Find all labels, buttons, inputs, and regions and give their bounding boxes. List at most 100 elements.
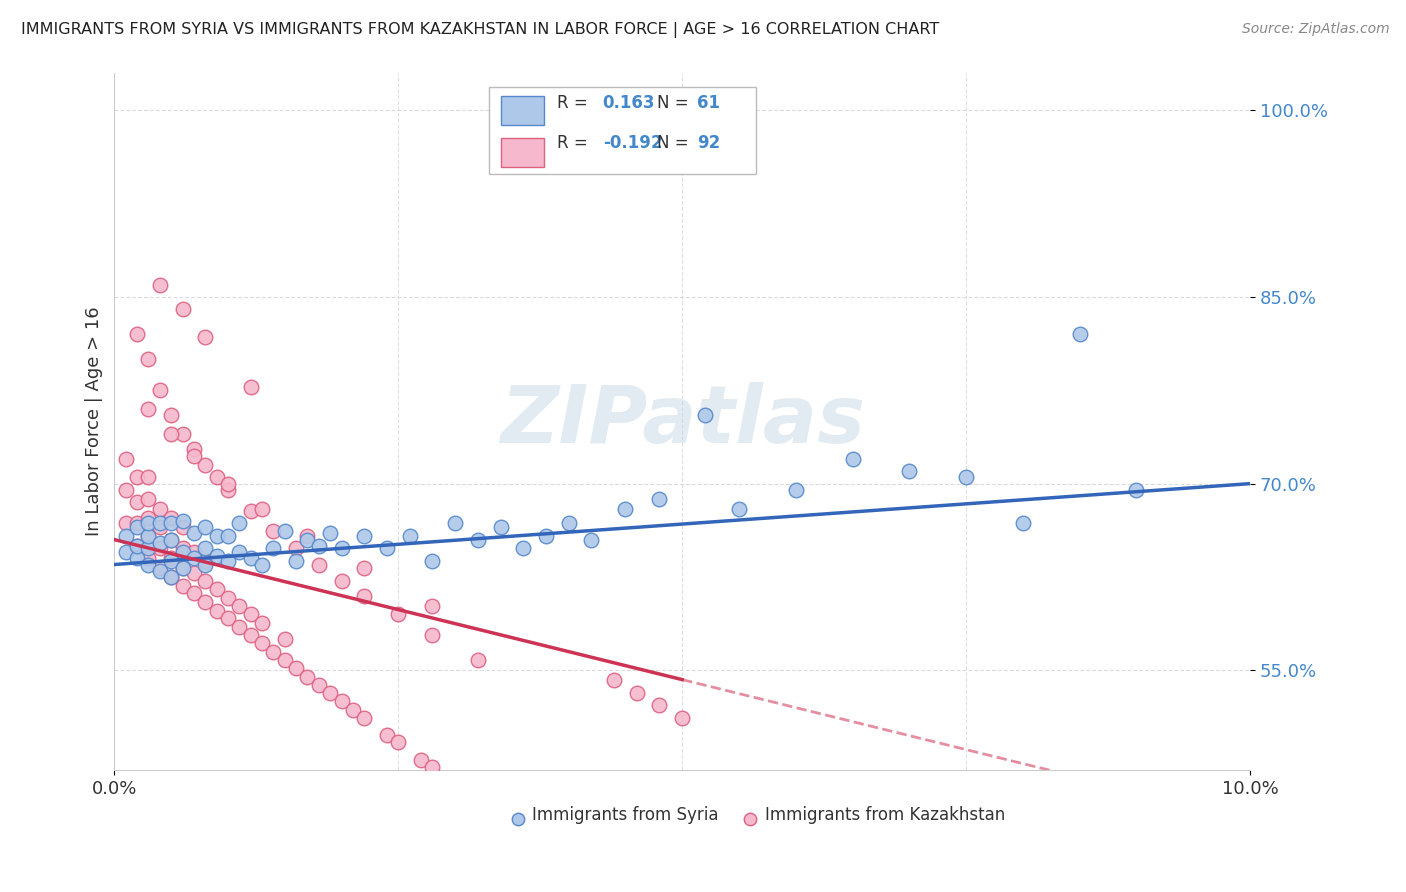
Text: ZIPatlas: ZIPatlas xyxy=(499,383,865,460)
Point xyxy=(353,529,375,543)
Point xyxy=(297,529,319,543)
Point xyxy=(250,501,273,516)
Point xyxy=(671,710,693,724)
Point xyxy=(262,541,284,556)
Point xyxy=(239,628,262,642)
Point xyxy=(127,495,149,509)
Point xyxy=(239,607,262,622)
Text: 92: 92 xyxy=(697,134,720,152)
Point xyxy=(183,566,205,581)
Point xyxy=(228,599,250,613)
Point xyxy=(217,483,239,497)
Point xyxy=(114,516,136,531)
Point xyxy=(138,352,160,367)
Point xyxy=(172,545,194,559)
Text: Source: ZipAtlas.com: Source: ZipAtlas.com xyxy=(1241,22,1389,37)
Point xyxy=(467,533,489,547)
Text: Immigrants from Syria: Immigrants from Syria xyxy=(533,806,718,824)
Point xyxy=(114,545,136,559)
Point xyxy=(398,529,420,543)
Point xyxy=(138,470,160,484)
Point xyxy=(127,516,149,531)
Point xyxy=(648,698,671,713)
Point xyxy=(422,554,444,568)
Bar xyxy=(501,137,544,167)
Point xyxy=(217,554,239,568)
Point xyxy=(172,579,194,593)
Point xyxy=(250,636,273,650)
Point xyxy=(217,591,239,606)
Point xyxy=(172,541,194,556)
Point xyxy=(183,449,205,463)
Point xyxy=(172,520,194,534)
Point xyxy=(183,586,205,600)
Point xyxy=(285,541,308,556)
Point xyxy=(183,551,205,566)
Point xyxy=(898,464,921,478)
Point xyxy=(239,504,262,518)
Point xyxy=(205,470,228,484)
Point xyxy=(149,501,172,516)
Point xyxy=(149,564,172,578)
Text: 0.163: 0.163 xyxy=(603,94,655,112)
Point xyxy=(330,694,353,708)
Point xyxy=(250,615,273,630)
Point xyxy=(127,520,149,534)
Text: 61: 61 xyxy=(697,94,720,112)
Point xyxy=(693,408,716,422)
Point xyxy=(160,408,183,422)
Point xyxy=(387,607,409,622)
Point xyxy=(138,491,160,506)
Point xyxy=(467,653,489,667)
Point xyxy=(728,501,751,516)
Point xyxy=(444,772,467,787)
Point xyxy=(127,551,149,566)
Point xyxy=(330,574,353,588)
Point xyxy=(285,661,308,675)
Point xyxy=(138,541,160,556)
Point xyxy=(308,558,330,572)
Point xyxy=(138,551,160,566)
Point xyxy=(308,678,330,692)
Point xyxy=(127,327,149,342)
Point xyxy=(160,426,183,441)
Point xyxy=(149,516,172,531)
Point xyxy=(138,511,160,525)
Point xyxy=(239,379,262,393)
Point xyxy=(160,533,183,547)
Point xyxy=(194,330,217,344)
Point xyxy=(205,549,228,563)
Point xyxy=(194,554,217,568)
Point xyxy=(409,753,432,767)
Point xyxy=(149,541,172,556)
Point xyxy=(160,551,183,566)
Point xyxy=(138,529,160,543)
Point xyxy=(114,451,136,466)
Point xyxy=(183,545,205,559)
Point xyxy=(194,574,217,588)
Point xyxy=(1069,327,1091,342)
Point xyxy=(444,516,467,531)
Point xyxy=(228,516,250,531)
Point xyxy=(274,653,297,667)
Point xyxy=(308,539,330,553)
Point xyxy=(648,491,671,506)
Point xyxy=(194,458,217,472)
Text: IMMIGRANTS FROM SYRIA VS IMMIGRANTS FROM KAZAKHSTAN IN LABOR FORCE | AGE > 16 CO: IMMIGRANTS FROM SYRIA VS IMMIGRANTS FROM… xyxy=(21,22,939,38)
Point xyxy=(194,595,217,609)
Point xyxy=(127,539,149,553)
Point xyxy=(489,797,512,812)
Point xyxy=(353,710,375,724)
Point xyxy=(342,703,364,717)
Point xyxy=(172,561,194,575)
Point xyxy=(228,620,250,634)
Point xyxy=(262,645,284,659)
Point xyxy=(512,541,534,556)
Point xyxy=(512,810,534,824)
Point xyxy=(160,533,183,547)
Point xyxy=(149,520,172,534)
Point xyxy=(149,384,172,398)
Point xyxy=(262,524,284,538)
Point xyxy=(489,520,512,534)
Point xyxy=(330,541,353,556)
